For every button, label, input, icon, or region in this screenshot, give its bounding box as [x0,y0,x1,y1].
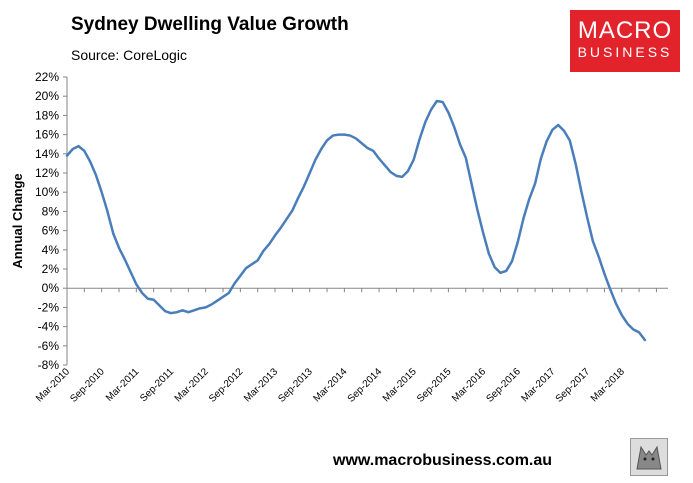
x-tick-label: Mar-2014 [311,366,349,404]
wolf-icon [630,438,668,476]
x-tick-label: Mar-2011 [104,366,142,404]
y-tick-label: 22% [35,70,59,84]
series-line-annual-change [65,99,647,342]
logo-line-2: BUSINESS [577,44,673,60]
x-tick-label: Sep-2017 [554,366,593,405]
x-tick-label: Sep-2014 [346,366,385,405]
y-tick-label: 14% [35,147,59,161]
y-tick-label: 0% [42,281,60,295]
x-tick-label: Mar-2018 [589,366,627,404]
x-tick-label: Sep-2011 [138,366,176,404]
footer-url: www.macrobusiness.com.au [333,452,553,469]
y-axis-title: Annual Change [10,173,25,268]
x-tick-label: Sep-2010 [68,366,107,405]
y-tick-label: 12% [35,166,59,180]
chart-source: Source: CoreLogic [71,47,187,63]
x-tick-label: Mar-2015 [381,366,419,404]
y-tick-label: 6% [42,224,60,238]
macrobusiness-logo: MACRO BUSINESS [570,10,680,72]
x-tick-label: Sep-2012 [207,366,246,405]
x-tick-label: Sep-2016 [484,366,523,405]
y-tick-label: 4% [42,243,60,257]
y-tick-label: -2% [38,300,60,314]
y-tick-label: 2% [42,262,60,276]
y-tick-label: 10% [35,185,59,199]
x-tick-label: Mar-2012 [173,366,211,404]
x-tick-label: Mar-2016 [450,366,488,404]
y-tick-label: 20% [35,89,59,103]
y-tick-label: -6% [38,339,60,353]
y-tick-label: 16% [35,128,59,142]
x-tick-label: Mar-2013 [242,366,280,404]
chart-title: Sydney Dwelling Value Growth [71,14,349,35]
x-tick-label: Sep-2015 [415,366,454,405]
y-tick-label: -8% [38,358,60,372]
x-tick-label: Sep-2013 [276,366,315,405]
y-tick-label: 18% [35,108,59,122]
x-tick-label: Mar-2017 [519,366,557,404]
logo-line-1: MACRO [577,17,673,44]
y-tick-label: -4% [38,320,60,334]
y-tick-label: 8% [42,204,60,218]
